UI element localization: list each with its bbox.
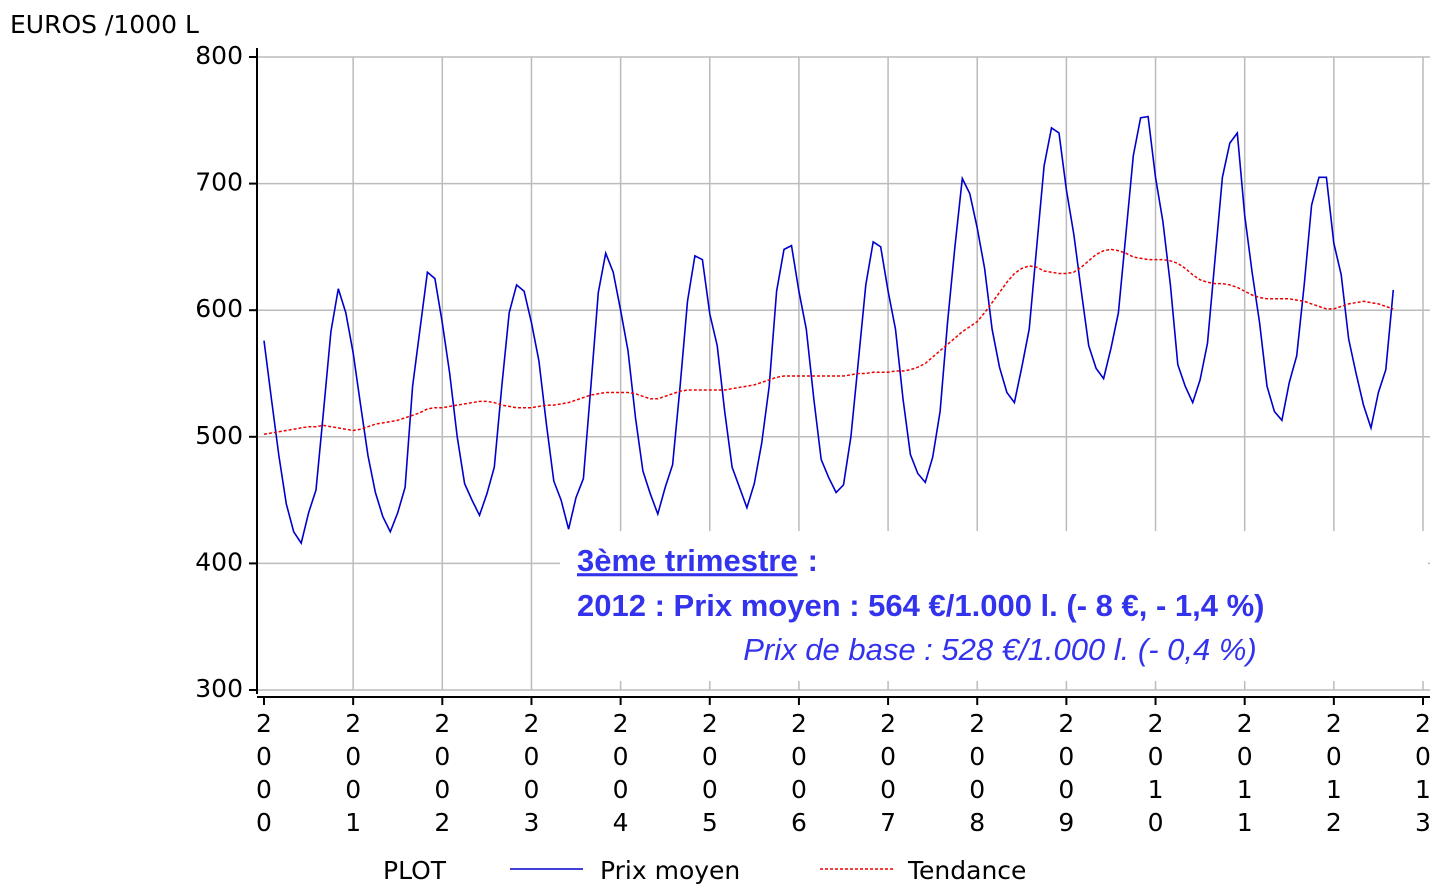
legend-label: Prix moyen <box>600 856 740 885</box>
y-tick-label: 400 <box>195 547 243 576</box>
y-tick-label: 700 <box>195 168 243 197</box>
annotation-line: Prix de base : 528 €/1.000 l. (- 0,4 %) <box>743 632 1257 667</box>
annotation-heading: 3ème trimestre <box>577 543 798 578</box>
y-tick-label: 500 <box>195 421 243 450</box>
data-line <box>263 115 1395 546</box>
annotation-heading-suffix: : <box>808 543 818 578</box>
y-axis-label: EUROS /1000 L <box>10 10 199 39</box>
legend-label: Tendance <box>907 856 1026 885</box>
annotation-background <box>560 531 1428 681</box>
y-tick-label: 800 <box>195 41 243 70</box>
legend-title: PLOT <box>383 856 447 885</box>
data-line <box>263 248 1394 436</box>
y-tick-label: 600 <box>195 294 243 323</box>
annotation-line: 2012 : Prix moyen : 564 €/1.000 l. (- 8 … <box>577 588 1265 623</box>
y-tick-label: 300 <box>195 674 243 703</box>
